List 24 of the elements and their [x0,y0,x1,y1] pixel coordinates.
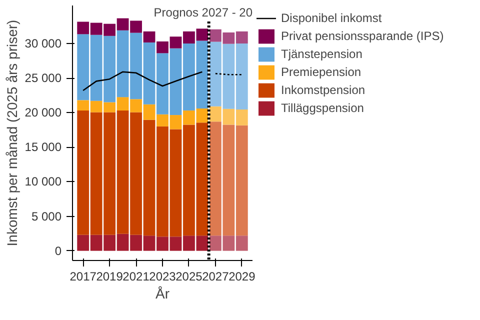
x-tick-label: 2019 [96,270,124,284]
line-series [82,71,203,92]
y-tick-label: 15 000 [24,140,62,154]
x-tick-label: 2017 [70,270,97,284]
legend-label: Premiepension [281,65,362,79]
y-axis-title: Inkomst per månad (2025 års priser) [4,20,20,246]
legend-label: Inkomstpension [281,83,366,97]
y-tick-label: 25 000 [24,71,62,86]
x-tick-label: 2023 [149,270,176,284]
x-tick-label: 2021 [122,270,150,284]
y-tick-label: 10 000 [24,174,62,189]
y-tick-label: 0 [54,244,62,258]
x-axis-title: År [156,286,170,302]
y-tick-label: 30 000 [24,36,62,51]
legend-label: Tilläggspension [281,101,364,115]
y-tick-label: 20 000 [24,106,62,120]
legend-label: Privat pensionssparande (IPS) [281,29,444,43]
legend-label: Tjänstepension [281,47,362,61]
legend-label: Disponibel inkomst [281,11,382,25]
ref-line-label: Prognos 2027 - 20 [154,6,253,20]
x-tick-label: 2027 [202,270,230,284]
y-tick-label: 5 000 [31,209,62,224]
x-tick-label: 2025 [176,270,203,284]
x-tick-label: 2029 [228,270,256,284]
